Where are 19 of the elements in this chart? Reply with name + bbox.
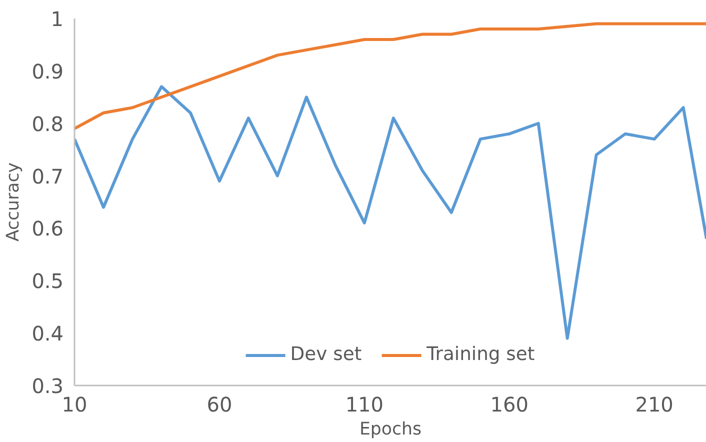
y-tick-label: 1 — [50, 7, 64, 31]
line-series — [74, 85, 706, 340]
legend-label: Training set — [426, 344, 535, 365]
y-tick-label: 0.4 — [32, 322, 64, 346]
y-tick-label: 0.5 — [32, 269, 64, 294]
x-tick-label: 60 — [206, 392, 232, 416]
x-tick-label: 110 — [345, 392, 384, 416]
y-axis-title: Accuracy — [4, 162, 24, 242]
y-tick-label: 0.8 — [32, 112, 64, 136]
x-tick-label: 10 — [62, 392, 88, 416]
y-tick-label: 0.3 — [32, 374, 64, 398]
y-tick-label: 0.7 — [32, 164, 64, 188]
x-axis-title: Epochs — [359, 420, 422, 440]
y-tick-label: 0.9 — [32, 59, 64, 84]
x-tick-label: 210 — [635, 392, 674, 416]
legend-label: Dev set — [290, 344, 362, 365]
x-tick-label: 160 — [490, 392, 528, 416]
y-tick-label: 0.6 — [32, 216, 64, 241]
line-series — [74, 22, 706, 130]
